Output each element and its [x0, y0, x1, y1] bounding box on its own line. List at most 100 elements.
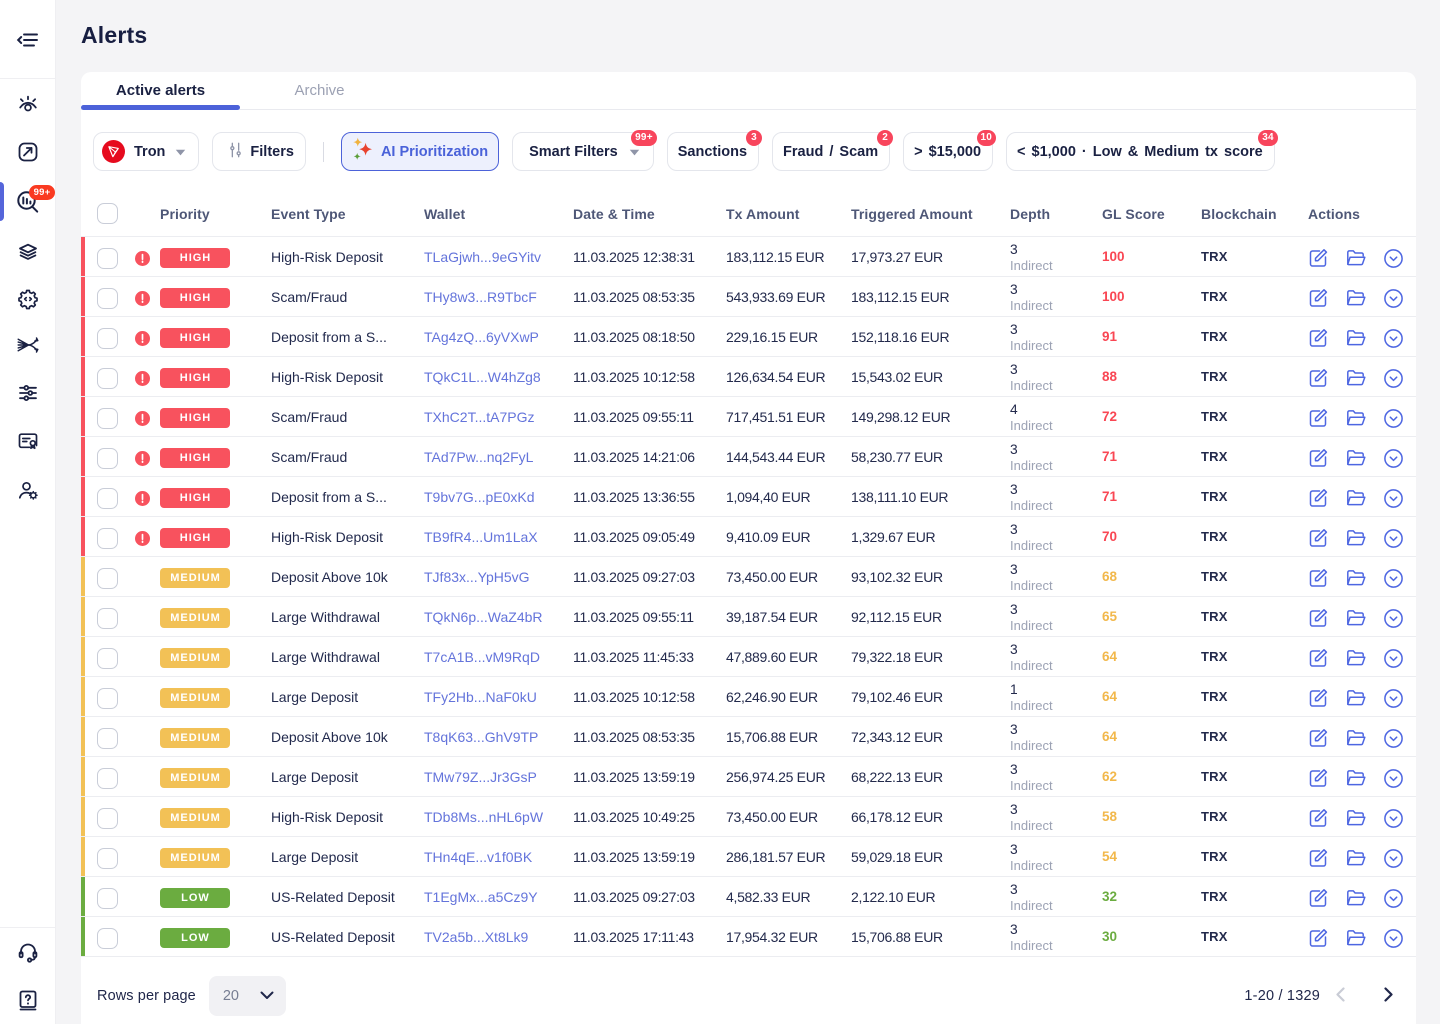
open-folder-button[interactable]	[1346, 328, 1366, 348]
expand-row-button[interactable]	[1384, 688, 1403, 708]
open-folder-button[interactable]	[1346, 928, 1366, 948]
column-header-event-type[interactable]: Event Type	[271, 205, 346, 222]
row-checkbox[interactable]	[97, 327, 118, 349]
wallet-link[interactable]: TV2a5b...Xt8Lk9	[424, 928, 529, 945]
edit-alert-button[interactable]	[1308, 648, 1328, 668]
tab-active-alerts[interactable]: Active alerts	[81, 72, 240, 110]
edit-alert-button[interactable]	[1308, 608, 1328, 628]
wallet-link[interactable]: TJf83x...YpH5vG	[424, 568, 530, 585]
edit-alert-button[interactable]	[1308, 568, 1328, 588]
sidebar-item-alerts[interactable]	[8, 182, 48, 222]
open-folder-button[interactable]	[1346, 488, 1366, 508]
open-folder-button[interactable]	[1346, 848, 1366, 868]
row-checkbox[interactable]	[97, 647, 118, 669]
wallet-link[interactable]: TLaGjwh...9eGYitv	[424, 248, 541, 265]
edit-alert-button[interactable]	[1308, 848, 1328, 868]
row-checkbox[interactable]	[97, 527, 118, 549]
next-page-button[interactable]	[1384, 986, 1393, 1005]
expand-row-button[interactable]	[1384, 408, 1403, 428]
row-checkbox[interactable]	[97, 607, 118, 629]
row-checkbox[interactable]	[97, 727, 118, 749]
row-checkbox[interactable]	[97, 887, 118, 909]
filter-chip[interactable]: Sanctions 3	[666, 130, 763, 171]
open-folder-button[interactable]	[1346, 648, 1366, 668]
wallet-link[interactable]: TQkC1L...W4hZg8	[424, 368, 541, 385]
edit-alert-button[interactable]	[1308, 928, 1328, 948]
edit-alert-button[interactable]	[1308, 888, 1328, 908]
network-select[interactable]: Tron	[93, 132, 200, 171]
wallet-link[interactable]: TXhC2T...tA7PGz	[424, 408, 535, 425]
wallet-link[interactable]: TFy2Hb...NaF0kU	[424, 688, 537, 705]
previous-page-button[interactable]	[1336, 986, 1345, 1005]
open-folder-button[interactable]	[1346, 568, 1366, 588]
edit-alert-button[interactable]	[1308, 368, 1328, 388]
select-all-checkbox[interactable]	[97, 203, 118, 224]
smart-filters-button[interactable]: Smart Filters 99+	[512, 130, 657, 171]
column-header-gl-score[interactable]: GL Score	[1102, 205, 1165, 222]
wallet-link[interactable]: TB9fR4...Um1LaX	[424, 528, 538, 545]
row-checkbox[interactable]	[97, 247, 118, 269]
edit-alert-button[interactable]	[1308, 448, 1328, 468]
wallet-link[interactable]: TQkN6p...WaZ4bR	[424, 608, 543, 625]
column-header-triggered-amount[interactable]: Triggered Amount	[851, 205, 973, 222]
sidebar-item-settings[interactable]	[8, 373, 48, 413]
edit-alert-button[interactable]	[1308, 728, 1328, 748]
wallet-link[interactable]: THy8w3...R9TbcF	[424, 288, 537, 305]
sidebar-item-services[interactable]	[8, 279, 48, 319]
wallet-link[interactable]: TDb8Ms...nHL6pW	[424, 808, 544, 825]
tab-archive[interactable]: Archive	[240, 72, 399, 109]
expand-row-button[interactable]	[1384, 888, 1403, 908]
filter-chip[interactable]: > $15,000 10	[903, 130, 997, 171]
row-checkbox[interactable]	[97, 767, 118, 789]
row-checkbox[interactable]	[97, 687, 118, 709]
open-folder-button[interactable]	[1346, 248, 1366, 268]
expand-row-button[interactable]	[1384, 928, 1403, 948]
expand-row-button[interactable]	[1384, 328, 1403, 348]
row-checkbox[interactable]	[97, 567, 118, 589]
open-folder-button[interactable]	[1346, 768, 1366, 788]
column-header-blockchain[interactable]: Blockchain	[1201, 205, 1277, 222]
edit-alert-button[interactable]	[1308, 328, 1328, 348]
edit-alert-button[interactable]	[1308, 488, 1328, 508]
edit-alert-button[interactable]	[1308, 808, 1328, 828]
wallet-link[interactable]: T9bv7G...pE0xKd	[424, 488, 535, 505]
sidebar-item-licenses[interactable]	[8, 421, 48, 461]
row-checkbox[interactable]	[97, 927, 118, 949]
open-folder-button[interactable]	[1346, 368, 1366, 388]
row-checkbox[interactable]	[97, 847, 118, 869]
column-header-date-time[interactable]: Date & Time	[573, 205, 655, 222]
row-checkbox[interactable]	[97, 407, 118, 429]
row-checkbox[interactable]	[97, 487, 118, 509]
expand-row-button[interactable]	[1384, 608, 1403, 628]
column-header-actions[interactable]: Actions	[1308, 205, 1361, 222]
wallet-link[interactable]: T1EgMx...a5Cz9Y	[424, 888, 538, 905]
open-folder-button[interactable]	[1346, 888, 1366, 908]
column-header-priority[interactable]: Priority	[160, 205, 210, 222]
expand-row-button[interactable]	[1384, 768, 1403, 788]
column-header-depth[interactable]: Depth	[1010, 205, 1051, 222]
wallet-link[interactable]: TAd7Pw...nq2FyL	[424, 448, 534, 465]
column-header-wallet[interactable]: Wallet	[424, 205, 466, 222]
expand-row-button[interactable]	[1384, 808, 1403, 828]
edit-alert-button[interactable]	[1308, 408, 1328, 428]
filter-chip[interactable]: < $1,000 · Low & Medium tx score 34	[1006, 130, 1278, 171]
sidebar-item-trends[interactable]	[8, 132, 48, 172]
expand-row-button[interactable]	[1384, 848, 1403, 868]
open-folder-button[interactable]	[1346, 808, 1366, 828]
filters-button[interactable]: Filters	[212, 132, 306, 171]
ai-prioritization-button[interactable]: AI Prioritization	[340, 132, 500, 171]
filter-chip[interactable]: Fraud / Scam 2	[772, 130, 894, 171]
wallet-link[interactable]: TMw79Z...Jr3GsP	[424, 768, 537, 785]
edit-alert-button[interactable]	[1308, 528, 1328, 548]
edit-alert-button[interactable]	[1308, 248, 1328, 268]
open-folder-button[interactable]	[1346, 408, 1366, 428]
open-folder-button[interactable]	[1346, 288, 1366, 308]
sidebar-item-admin[interactable]	[8, 470, 48, 510]
row-checkbox[interactable]	[97, 287, 118, 309]
expand-row-button[interactable]	[1384, 448, 1403, 468]
sidebar-item-help[interactable]	[8, 980, 48, 1020]
row-checkbox[interactable]	[97, 807, 118, 829]
edit-alert-button[interactable]	[1308, 288, 1328, 308]
row-checkbox[interactable]	[97, 447, 118, 469]
wallet-link[interactable]: T7cA1B...vM9RqD	[424, 648, 540, 665]
